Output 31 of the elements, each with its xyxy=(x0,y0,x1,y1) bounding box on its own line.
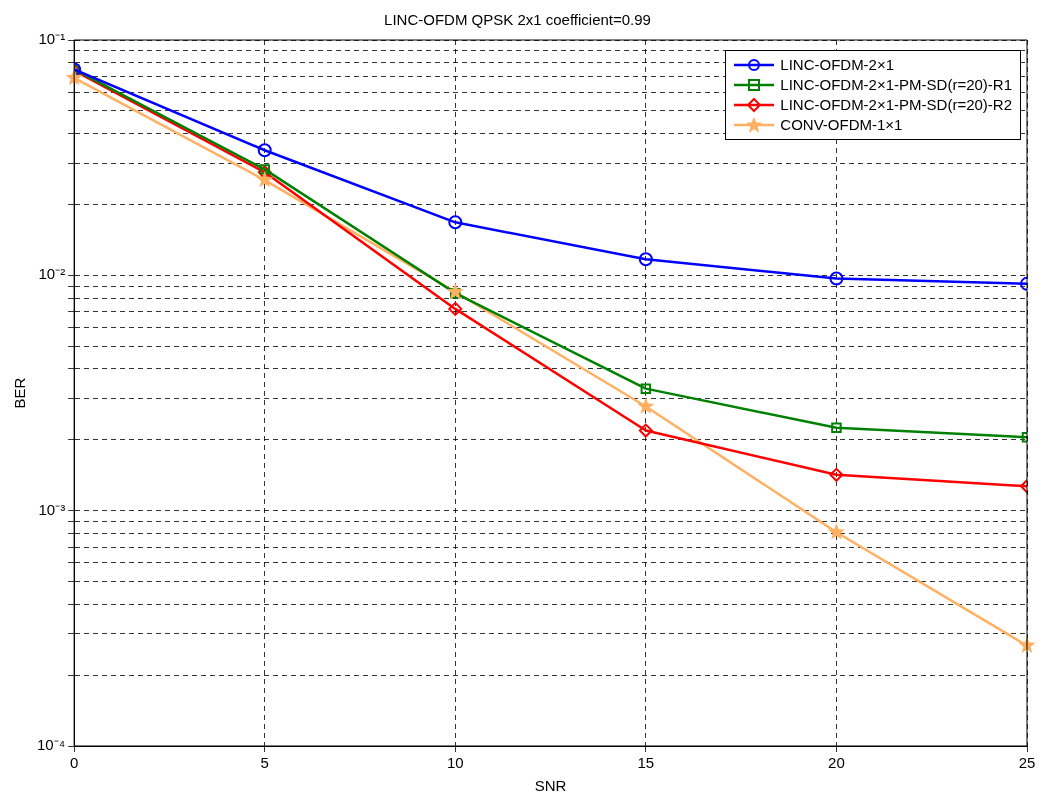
y-axis-title: BER xyxy=(11,377,29,409)
point xyxy=(637,397,655,414)
point xyxy=(259,164,270,175)
legend-label: LINC-OFDM-2×1 xyxy=(780,55,895,75)
point xyxy=(827,523,845,540)
point xyxy=(638,423,653,438)
y-tick-label: 10⁻⁴ xyxy=(36,736,66,754)
chart-title: LINC-OFDM QPSK 2x1 coefficient=0.99 xyxy=(384,11,651,29)
legend-label: LINC-OFDM-2×1-PM-SD(r=20)-R2 xyxy=(780,95,1012,115)
y-tick-label: 10⁻³ xyxy=(38,500,66,518)
point xyxy=(829,271,844,286)
x-tick-label: 5 xyxy=(260,754,269,772)
point xyxy=(257,143,272,158)
y-tick-label: 10⁻² xyxy=(38,265,66,283)
x-tick-label: 20 xyxy=(828,754,845,772)
x-tick-label: 0 xyxy=(69,754,79,772)
point xyxy=(829,467,844,482)
x-tick-label: 10 xyxy=(446,754,464,772)
legend-label: CONV-OFDM-1×1 xyxy=(780,115,903,135)
point xyxy=(446,282,464,300)
point xyxy=(831,422,842,434)
point xyxy=(448,301,463,316)
legend-label: LINC-OFDM-2×1-PM-SD(r=20)-R1 xyxy=(780,75,1012,95)
point xyxy=(256,171,274,188)
x-tick-label: 15 xyxy=(637,754,655,772)
x-axis-title: SNR xyxy=(534,777,567,795)
y-tick-label: 10⁻¹ xyxy=(38,30,66,48)
x-tick-label: 25 xyxy=(1018,754,1036,772)
point xyxy=(448,215,463,230)
point xyxy=(638,252,653,267)
point xyxy=(640,383,652,394)
